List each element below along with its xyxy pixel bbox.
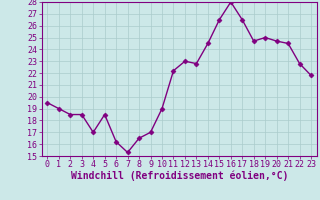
X-axis label: Windchill (Refroidissement éolien,°C): Windchill (Refroidissement éolien,°C)	[70, 171, 288, 181]
